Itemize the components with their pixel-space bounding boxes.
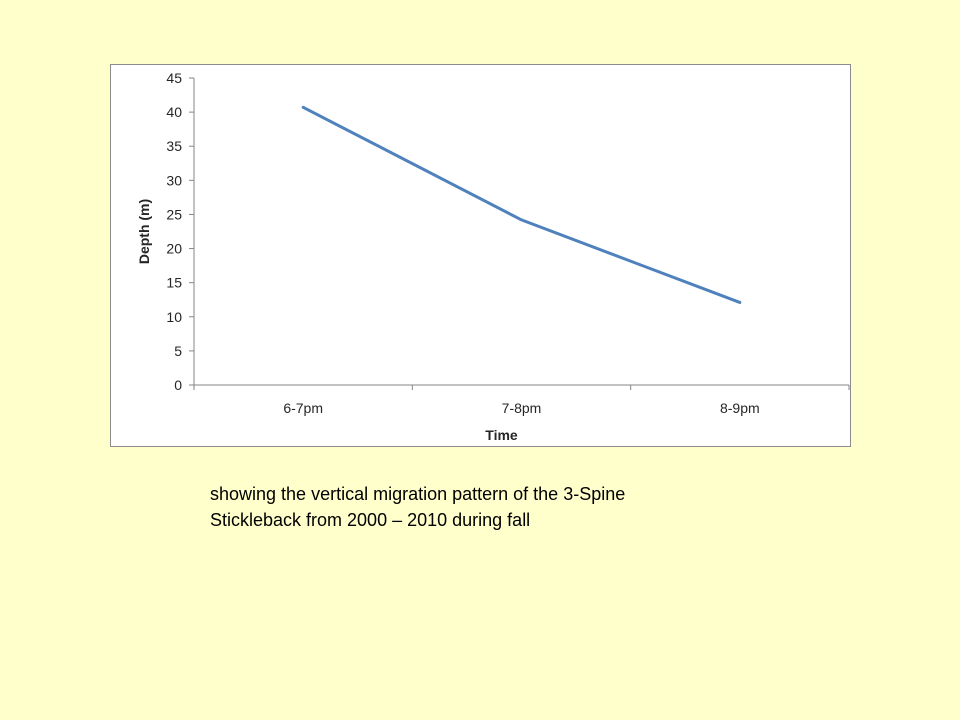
series-line <box>301 105 742 304</box>
caption-line-1: showing the vertical migration pattern o… <box>210 484 626 504</box>
x-axis-title: Time <box>485 427 518 443</box>
caption: showing the vertical migration pattern o… <box>210 481 810 533</box>
y-tick-label: 10 <box>166 309 182 325</box>
y-tick-label: 5 <box>174 343 182 359</box>
y-tick-label: 40 <box>166 104 182 120</box>
y-tick-label: 15 <box>166 275 182 291</box>
y-tick-label: 0 <box>174 377 182 393</box>
chart: 0 5 10 15 20 25 30 35 40 45 6-7pm 7-8pm 8-9pm Time Dep… <box>110 64 851 447</box>
y-tick-label: 30 <box>166 172 182 188</box>
line-chart-svg: 0 5 10 15 20 25 30 35 40 45 6-7pm 7-8pm 8-9pm Time Dep… <box>136 70 850 443</box>
y-tick-label: 45 <box>166 70 182 86</box>
y-tick-label: 25 <box>166 206 182 222</box>
x-tick-label: 7-8pm <box>502 400 542 416</box>
y-axis-title: Depth (m) <box>136 199 152 264</box>
x-tick-label: 8-9pm <box>720 400 760 416</box>
y-tick-label: 35 <box>166 138 182 154</box>
y-tick-label: 20 <box>166 241 182 257</box>
x-tick-label: 6-7pm <box>283 400 323 416</box>
caption-line-2: Stickleback from 2000 – 2010 during fall <box>210 510 531 530</box>
